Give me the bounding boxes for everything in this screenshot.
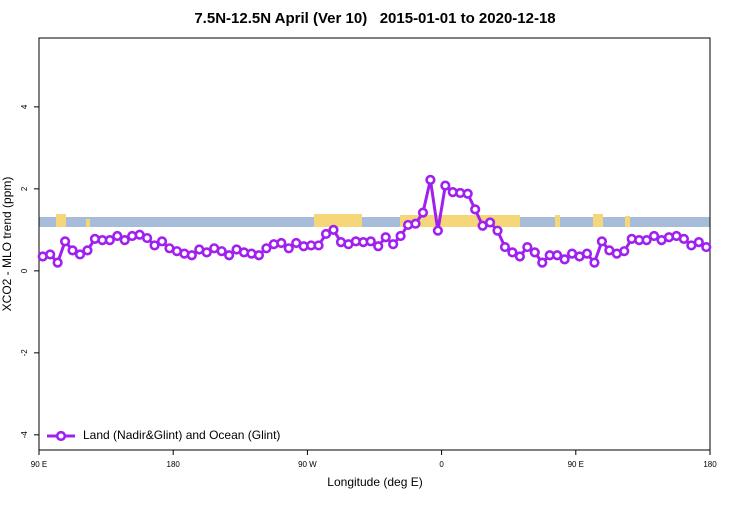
data-point	[417, 207, 429, 218]
data-point	[410, 218, 421, 229]
data-point	[559, 254, 570, 265]
y-tick-label: -4	[20, 431, 29, 439]
data-point	[537, 257, 548, 268]
data-point	[484, 217, 496, 228]
data-point	[261, 243, 272, 254]
data-point	[470, 204, 481, 215]
x-tick-label: 90 E	[31, 460, 47, 469]
x-axis-label: Longitude (deg E)	[327, 475, 422, 489]
data-point	[365, 236, 376, 247]
data-point	[149, 240, 160, 251]
y-axis-label: XCO2 - MLO trend (ppm)	[0, 177, 14, 312]
data-point	[589, 257, 600, 268]
data-point	[328, 224, 339, 235]
data-point	[529, 247, 540, 258]
x-tick-label: 90 E	[568, 460, 584, 469]
data-point	[395, 230, 406, 242]
data-point	[112, 230, 123, 242]
data-point	[45, 249, 56, 260]
data-point	[552, 250, 563, 261]
data-point	[596, 236, 607, 247]
land-band	[593, 214, 603, 227]
ocean-band	[39, 217, 710, 227]
data-point	[156, 236, 168, 247]
data-point	[641, 235, 652, 246]
data-point	[648, 230, 660, 242]
data-point	[104, 235, 115, 246]
data-point	[320, 228, 332, 240]
data-point	[440, 180, 451, 191]
x-tick-label: 180	[167, 460, 181, 469]
chart-title: 7.5N-12.5N April (Ver 10) 2015-01-01 to …	[194, 10, 555, 27]
legend-label: Land (Nadir&Glint) and Ocean (Glint)	[83, 428, 280, 442]
data-point	[462, 188, 473, 199]
data-point	[507, 247, 518, 258]
legend-marker	[55, 430, 67, 442]
x-tick-label: 0	[439, 460, 444, 469]
x-tick-label: 90 W	[298, 460, 317, 469]
data-point	[514, 251, 525, 262]
data-point	[313, 240, 324, 251]
land-band	[314, 214, 362, 227]
data-point	[52, 257, 63, 268]
data-point	[522, 241, 533, 253]
data-point	[283, 243, 294, 254]
data-point	[373, 241, 384, 252]
data-point	[701, 241, 712, 253]
y-tick-label: 2	[20, 186, 29, 191]
data-point	[425, 174, 436, 185]
y-tick-label: -2	[20, 349, 29, 357]
data-point	[499, 241, 511, 253]
data-point	[59, 236, 71, 247]
y-tick-label: 4	[20, 104, 29, 109]
data-point	[201, 247, 212, 258]
data-point	[224, 250, 235, 261]
data-point	[581, 248, 593, 259]
land-band	[86, 219, 90, 227]
land-band	[625, 216, 630, 227]
data-point	[678, 233, 690, 244]
data-point	[253, 250, 265, 261]
y-tick-label: 0	[20, 268, 29, 273]
data-point	[82, 245, 93, 256]
land-band	[56, 214, 66, 227]
data-point	[693, 237, 704, 248]
data-point	[186, 250, 197, 261]
data-point	[619, 246, 630, 257]
data-point	[67, 245, 78, 256]
land-band	[555, 215, 560, 227]
data-point	[142, 232, 153, 244]
x-tick-label: 180	[703, 460, 717, 469]
data-point	[119, 235, 130, 246]
data-point	[492, 225, 503, 236]
data-point	[432, 225, 443, 236]
data-point	[380, 232, 391, 243]
data-point	[388, 239, 399, 250]
data-point	[216, 246, 227, 257]
data-point	[74, 249, 86, 260]
data-point	[276, 237, 287, 249]
